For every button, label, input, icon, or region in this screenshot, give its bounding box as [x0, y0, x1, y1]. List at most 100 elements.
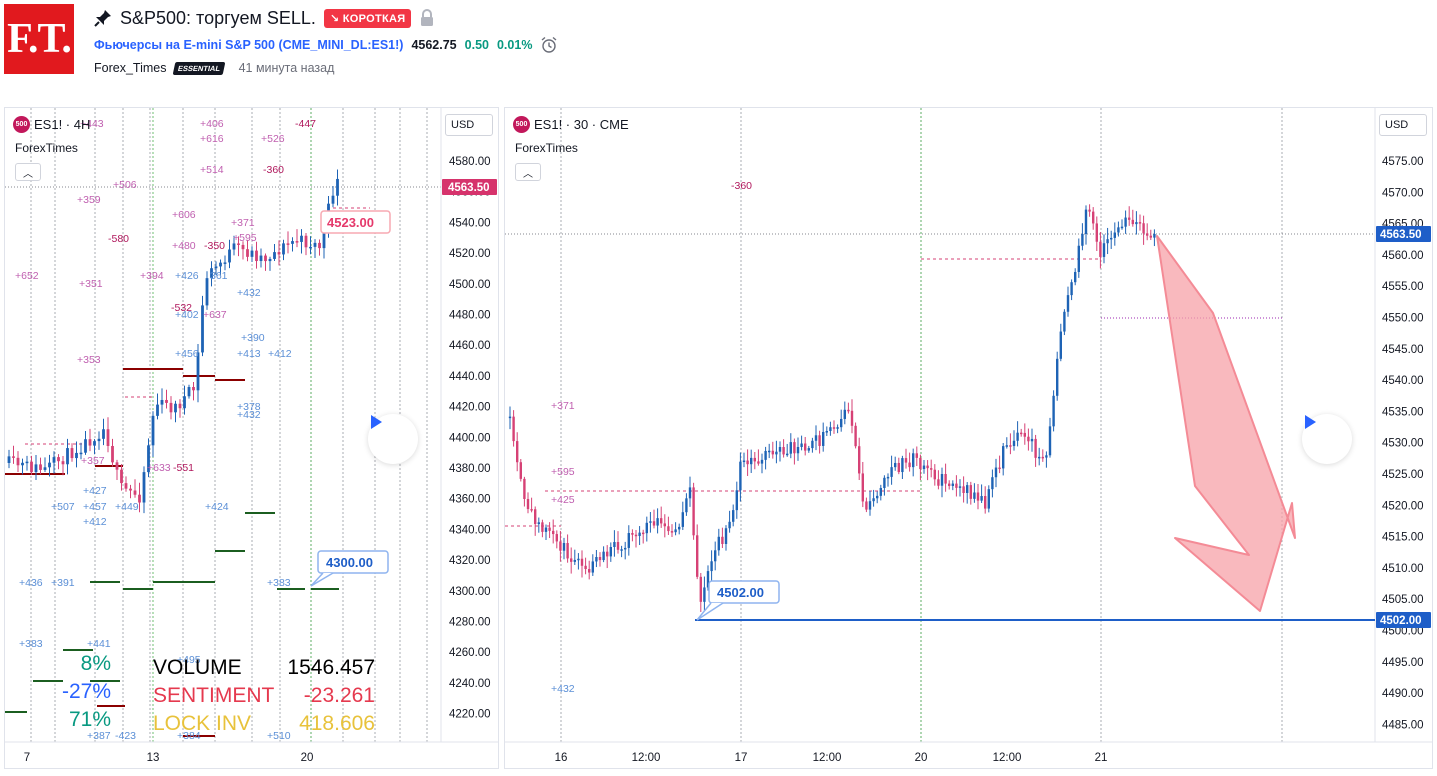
candle-body [588, 569, 591, 573]
candle-body [57, 457, 60, 462]
chart-pane-4h[interactable]: 4580.004560.004540.004520.004500.004480.… [4, 107, 499, 769]
candle-body [764, 450, 767, 460]
candle-body [39, 464, 42, 470]
candle-body [670, 531, 674, 533]
candle-body [703, 587, 706, 602]
chart-pane-30m[interactable]: 4575.00 4570.00 4565.00 4560.00 4555.00 4550.… [504, 107, 1433, 769]
candle-body [336, 178, 339, 196]
currency-button[interactable]: USD [1379, 114, 1427, 136]
candle-body [129, 488, 132, 491]
time-tick-label: 21 [1095, 752, 1108, 764]
trade-label: -360 [731, 180, 752, 192]
symbol-price: 4562.75 [411, 38, 457, 52]
price-callout-text: 4523.00 [327, 215, 374, 230]
candle-body [544, 527, 548, 532]
trade-label: -423 [115, 730, 136, 742]
trade-label: +633 [147, 462, 171, 474]
candle-body [577, 558, 580, 561]
candle-body [1102, 243, 1106, 257]
candle-body [1088, 209, 1091, 212]
price-tick-label: 4495.00 [1382, 657, 1424, 669]
trade-label: +637 [203, 309, 227, 321]
candle-body [620, 549, 623, 551]
candle-body [591, 561, 594, 573]
candle-body [1034, 438, 1037, 458]
chart-4h-canvas[interactable]: 4580.004560.004540.004520.004500.004480.… [5, 108, 499, 769]
replay-play-button[interactable] [368, 414, 418, 464]
candle-body [516, 441, 519, 463]
price-tick-label: 4530.00 [1382, 438, 1424, 450]
candle-body [660, 518, 663, 524]
currency-button[interactable]: USD [445, 114, 493, 136]
candle-body [876, 495, 879, 499]
trade-label: +507 [51, 501, 75, 513]
replay-play-button[interactable] [1302, 414, 1352, 464]
symbol-link[interactable]: Фьючерсы на E-mini S&P 500 (CME_MINI_DL:… [94, 38, 403, 52]
candle-body [1113, 232, 1116, 238]
candle-body [800, 443, 803, 447]
candle-body [573, 559, 576, 562]
trade-label: +425 [551, 494, 575, 506]
candle-body [883, 477, 886, 488]
candle-body [61, 461, 65, 465]
candle-body [894, 462, 897, 468]
forex-times-logo[interactable]: F.T. [4, 4, 74, 74]
candle-body [793, 442, 796, 454]
candle-body [786, 453, 789, 456]
candle-body [295, 241, 299, 243]
candle-body [1002, 446, 1005, 469]
candle-body [980, 496, 983, 501]
price-tick-label: 4340.00 [449, 524, 491, 536]
legend-collapse-button[interactable]: ︿ [15, 163, 41, 181]
legend-collapse-button[interactable]: ︿ [515, 163, 541, 181]
candle-body [987, 489, 990, 509]
author-row: Forex_Times ESSENTIAL 41 минута назад [94, 60, 334, 76]
candle-body [1066, 295, 1070, 312]
price-tick-label: 4480.00 [449, 310, 491, 322]
candle-body [1124, 217, 1127, 227]
trade-label: +495 [177, 654, 201, 666]
trade-label: +526 [261, 133, 285, 145]
candle-body [1059, 331, 1062, 359]
candle-body [757, 461, 760, 464]
candle-body [624, 547, 627, 550]
candle-body [30, 461, 33, 473]
plan-badge: ESSENTIAL [173, 61, 226, 75]
chart-30m-canvas[interactable]: 4575.004570.004565.004560.004555.004550.… [505, 108, 1433, 769]
price-tick-label: 4485.00 [1382, 719, 1424, 731]
candle-body [678, 526, 681, 530]
chevron-up-icon: ︿ [523, 168, 533, 180]
candle-body [1110, 237, 1113, 240]
candle-body [922, 465, 926, 470]
candle-body [933, 469, 936, 480]
candle-body [616, 542, 620, 550]
candle-body [746, 460, 749, 465]
candle-body [858, 446, 861, 474]
candle-body [753, 457, 756, 462]
candle-body [951, 483, 954, 486]
candle-body [1070, 282, 1073, 296]
candle-body [187, 387, 191, 397]
current-price-tag [1376, 226, 1431, 242]
price-tick-label: 4560.00 [1382, 250, 1424, 262]
candle-body [804, 443, 807, 451]
price-tick-label: 4220.00 [449, 709, 491, 721]
author-name[interactable]: Forex_Times [94, 61, 167, 75]
candle-body [165, 399, 168, 403]
candle-body [541, 522, 544, 532]
trade-label: +359 [77, 194, 101, 206]
trade-label: +387 [87, 730, 111, 742]
candle-body [133, 490, 137, 495]
candle-body [710, 561, 713, 572]
candle-body [638, 532, 641, 536]
candle-body [771, 450, 774, 455]
trade-label: +616 [200, 133, 224, 145]
candle-body [205, 278, 209, 306]
candle-body [1120, 226, 1124, 229]
trade-label: +432 [237, 287, 261, 299]
candle-body [552, 530, 555, 535]
candle-body [52, 457, 56, 463]
candle-body [872, 498, 875, 502]
alarm-icon[interactable] [540, 36, 558, 54]
price-tick-label: 4460.00 [449, 340, 491, 352]
